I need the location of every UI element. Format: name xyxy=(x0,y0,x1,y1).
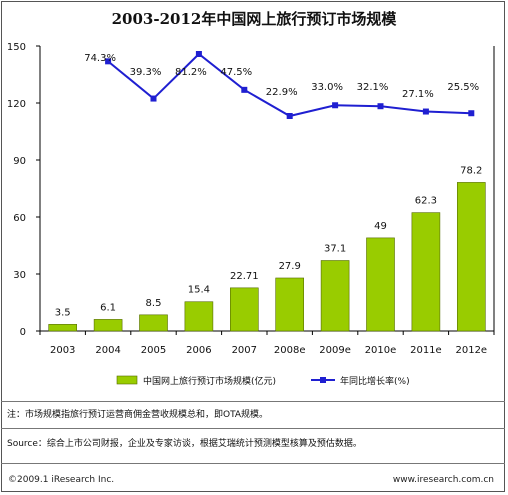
x-tick-label: 2011e xyxy=(410,345,442,356)
growth-rate-point xyxy=(150,95,157,102)
bar-value-label: 49 xyxy=(374,221,387,232)
separator-line xyxy=(1,401,505,402)
growth-rate-label: 25.5% xyxy=(447,82,479,93)
bar xyxy=(230,287,259,332)
website-url: www.iresearch.com.cn xyxy=(392,475,494,485)
x-tick-label: 2012e xyxy=(455,345,487,356)
separator-line xyxy=(1,428,505,429)
x-tick-label: 2009e xyxy=(319,345,351,356)
x-tick-label: 2003 xyxy=(50,345,75,356)
growth-rate-label: 39.3% xyxy=(130,67,162,78)
bar xyxy=(275,277,305,332)
growth-rate-point xyxy=(241,86,248,93)
growth-rate-label: 47.5% xyxy=(220,67,252,78)
y-tick-label: 60 xyxy=(13,213,26,224)
bar xyxy=(184,301,214,332)
bar-value-label: 6.1 xyxy=(100,302,116,313)
bar-value-label: 15.4 xyxy=(188,285,210,296)
bar-value-label: 22.71 xyxy=(230,271,259,282)
growth-rate-point xyxy=(286,113,293,119)
growth-rate-label: 74.3% xyxy=(84,53,116,64)
x-tick-label: 2005 xyxy=(141,345,166,356)
x-tick-label: 2007 xyxy=(232,345,257,356)
growth-rate-point xyxy=(105,58,112,65)
legend-bar-label: 中国网上旅行预订市场规模(亿元) xyxy=(143,375,276,387)
source-text: Source：综合上市公司财报，企业及专家访谈，根据艾瑞统计预测模型核算及预估数… xyxy=(7,439,362,449)
bar xyxy=(411,212,441,332)
bar xyxy=(456,182,486,332)
growth-rate-point xyxy=(195,51,202,57)
copyright-text: ©2009.1 iResearch Inc. xyxy=(8,475,115,485)
chart-title: 2003-2012年中国网上旅行预订市场规模 xyxy=(111,10,397,28)
y-tick-label: 90 xyxy=(13,156,26,167)
growth-rate-point xyxy=(332,102,339,109)
growth-rate-label: 33.0% xyxy=(311,82,343,93)
separator-line xyxy=(1,463,505,464)
bar-value-label: 62.3 xyxy=(415,196,437,207)
growth-rate-line xyxy=(107,52,472,118)
bar-value-label: 27.9 xyxy=(279,261,301,272)
y-tick-label: 0 xyxy=(20,327,26,338)
combo-chart: 0 30 60 90 120 150 2003 2004 2005 2006 2007 2008e 20… xyxy=(7,42,495,387)
bar xyxy=(93,319,123,332)
note-text: 注：市场规模指旅行预订运营商佣金营收规模总和，即OTA规模。 xyxy=(7,410,269,420)
legend-bar-swatch xyxy=(116,375,138,385)
growth-rate-point xyxy=(468,110,475,117)
x-tick-label: 2008e xyxy=(274,345,306,356)
legend-line-label: 年同比增长率(%) xyxy=(340,375,410,387)
x-tick-label: 2004 xyxy=(95,345,120,356)
y-tick-label: 150 xyxy=(7,42,26,53)
bar-value-label: 8.5 xyxy=(146,298,162,309)
growth-rate-point xyxy=(377,103,384,110)
y-tick-label: 30 xyxy=(13,270,26,281)
bar-value-label: 78.2 xyxy=(460,165,482,176)
growth-rate-label: 22.9% xyxy=(266,87,298,98)
bar-value-label: 37.1 xyxy=(324,244,346,255)
bar-value-label: 3.5 xyxy=(55,307,71,318)
bar xyxy=(139,314,168,332)
growth-rate-label: 27.1% xyxy=(402,89,434,100)
bar xyxy=(366,237,395,332)
y-tick-label: 120 xyxy=(7,99,26,110)
x-tick-label: 2006 xyxy=(186,345,211,356)
bar xyxy=(48,324,78,332)
bar xyxy=(320,260,350,332)
growth-rate-point xyxy=(422,108,429,115)
growth-rate-label: 81.2% xyxy=(175,67,207,78)
legend-line-marker xyxy=(320,377,326,383)
growth-rate-label: 32.1% xyxy=(357,82,389,93)
x-tick-label: 2010e xyxy=(365,345,397,356)
